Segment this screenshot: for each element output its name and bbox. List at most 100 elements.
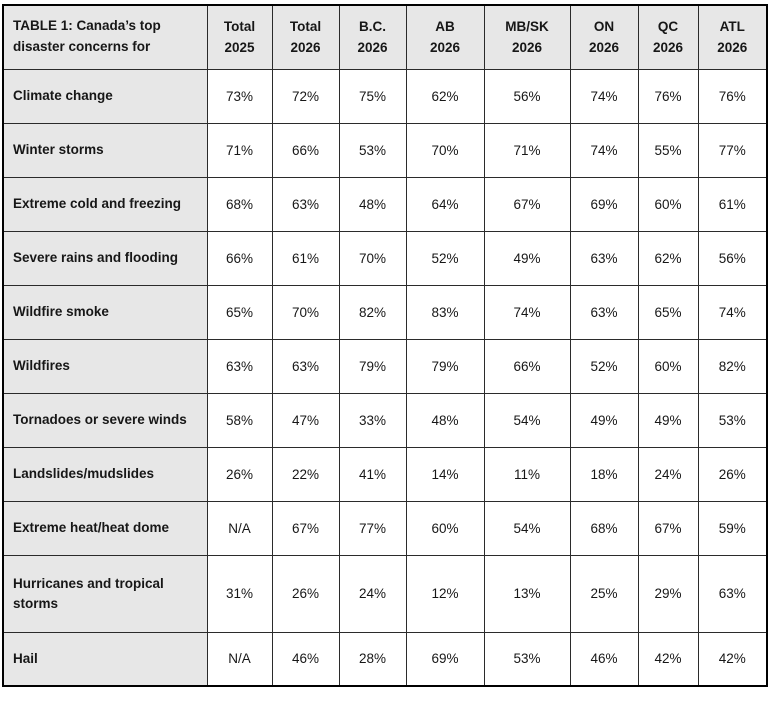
row-label: Landslides/mudslides (2, 446, 208, 502)
value-cell-mbsk-2026: 49% (483, 230, 571, 286)
value-cell-qc-2026: 62% (637, 230, 699, 286)
value-cell-total-2026: 61% (271, 230, 340, 286)
value-cell-total-2025: 68% (206, 176, 273, 232)
row-label: Hurricanes and tropical storms (2, 554, 208, 633)
value-cell-bc-2026: 75% (338, 68, 407, 124)
value-cell-qc-2026: 24% (637, 446, 699, 502)
row-label: Tornadoes or severe winds (2, 392, 208, 448)
table-row: Wildfires 63% 63% 79% 79% 66% 52% 60% 82… (2, 338, 768, 394)
value-cell-mbsk-2026: 54% (483, 500, 571, 556)
row-label: Winter storms (2, 122, 208, 178)
value-cell-on-2026: 63% (569, 284, 639, 340)
value-cell-qc-2026: 76% (637, 68, 699, 124)
value-cell-mbsk-2026: 67% (483, 176, 571, 232)
value-cell-total-2025: 65% (206, 284, 273, 340)
value-cell-total-2025: 26% (206, 446, 273, 502)
value-cell-ab-2026: 52% (405, 230, 485, 286)
row-label: Climate change (2, 68, 208, 124)
value-cell-total-2026: 47% (271, 392, 340, 448)
value-cell-ab-2026: 69% (405, 631, 485, 687)
value-cell-total-2026: 67% (271, 500, 340, 556)
value-cell-on-2026: 46% (569, 631, 639, 687)
column-header-qc-2026: QC 2026 (637, 4, 699, 70)
value-cell-total-2026: 66% (271, 122, 340, 178)
value-cell-ab-2026: 62% (405, 68, 485, 124)
value-cell-on-2026: 69% (569, 176, 639, 232)
row-label: Wildfire smoke (2, 284, 208, 340)
disaster-concerns-table: TABLE 1: Canada’s top disaster concerns … (2, 4, 768, 687)
value-cell-bc-2026: 53% (338, 122, 407, 178)
value-cell-qc-2026: 29% (637, 554, 699, 633)
value-cell-ab-2026: 70% (405, 122, 485, 178)
column-header-bc-2026: B.C. 2026 (338, 4, 407, 70)
value-cell-qc-2026: 42% (637, 631, 699, 687)
value-cell-mbsk-2026: 71% (483, 122, 571, 178)
value-cell-mbsk-2026: 66% (483, 338, 571, 394)
value-cell-atl-2026: 63% (697, 554, 768, 633)
value-cell-mbsk-2026: 53% (483, 631, 571, 687)
value-cell-bc-2026: 79% (338, 338, 407, 394)
value-cell-atl-2026: 74% (697, 284, 768, 340)
value-cell-bc-2026: 82% (338, 284, 407, 340)
row-label: Severe rains and flooding (2, 230, 208, 286)
value-cell-mbsk-2026: 11% (483, 446, 571, 502)
table-row: Winter storms 71% 66% 53% 70% 71% 74% 55… (2, 122, 768, 178)
value-cell-ab-2026: 12% (405, 554, 485, 633)
row-label: Hail (2, 631, 208, 687)
value-cell-atl-2026: 82% (697, 338, 768, 394)
value-cell-qc-2026: 60% (637, 338, 699, 394)
table-row: Extreme cold and freezing 68% 63% 48% 64… (2, 176, 768, 232)
value-cell-atl-2026: 53% (697, 392, 768, 448)
value-cell-total-2025: 58% (206, 392, 273, 448)
value-cell-bc-2026: 28% (338, 631, 407, 687)
value-cell-total-2025: 31% (206, 554, 273, 633)
value-cell-qc-2026: 60% (637, 176, 699, 232)
value-cell-qc-2026: 49% (637, 392, 699, 448)
value-cell-total-2026: 26% (271, 554, 340, 633)
value-cell-qc-2026: 65% (637, 284, 699, 340)
value-cell-atl-2026: 61% (697, 176, 768, 232)
value-cell-ab-2026: 83% (405, 284, 485, 340)
table-row: Extreme heat/heat dome N/A 67% 77% 60% 5… (2, 500, 768, 556)
value-cell-bc-2026: 70% (338, 230, 407, 286)
value-cell-on-2026: 52% (569, 338, 639, 394)
value-cell-bc-2026: 48% (338, 176, 407, 232)
value-cell-mbsk-2026: 54% (483, 392, 571, 448)
value-cell-mbsk-2026: 74% (483, 284, 571, 340)
value-cell-on-2026: 18% (569, 446, 639, 502)
value-cell-bc-2026: 24% (338, 554, 407, 633)
column-header-total-2025: Total 2025 (206, 4, 273, 70)
value-cell-total-2025: 73% (206, 68, 273, 124)
table-row: Climate change 73% 72% 75% 62% 56% 74% 7… (2, 68, 768, 124)
value-cell-total-2025: N/A (206, 500, 273, 556)
value-cell-ab-2026: 14% (405, 446, 485, 502)
row-label: Extreme heat/heat dome (2, 500, 208, 556)
column-header-mbsk-2026: MB/SK 2026 (483, 4, 571, 70)
value-cell-total-2025: 71% (206, 122, 273, 178)
value-cell-total-2026: 70% (271, 284, 340, 340)
column-header-total-2026: Total 2026 (271, 4, 340, 70)
table-body: Climate change 73% 72% 75% 62% 56% 74% 7… (2, 68, 768, 687)
value-cell-mbsk-2026: 13% (483, 554, 571, 633)
value-cell-atl-2026: 42% (697, 631, 768, 687)
value-cell-on-2026: 74% (569, 68, 639, 124)
value-cell-ab-2026: 48% (405, 392, 485, 448)
value-cell-mbsk-2026: 56% (483, 68, 571, 124)
value-cell-on-2026: 74% (569, 122, 639, 178)
value-cell-total-2026: 72% (271, 68, 340, 124)
value-cell-total-2026: 63% (271, 176, 340, 232)
table-row: Landslides/mudslides 26% 22% 41% 14% 11%… (2, 446, 768, 502)
table-title: TABLE 1: Canada’s top disaster concerns … (2, 4, 208, 70)
value-cell-total-2025: 66% (206, 230, 273, 286)
column-header-atl-2026: ATL 2026 (697, 4, 768, 70)
value-cell-atl-2026: 26% (697, 446, 768, 502)
table-row: Tornadoes or severe winds 58% 47% 33% 48… (2, 392, 768, 448)
value-cell-on-2026: 68% (569, 500, 639, 556)
header-row: TABLE 1: Canada’s top disaster concerns … (2, 4, 768, 70)
value-cell-on-2026: 49% (569, 392, 639, 448)
value-cell-bc-2026: 41% (338, 446, 407, 502)
value-cell-bc-2026: 33% (338, 392, 407, 448)
value-cell-on-2026: 63% (569, 230, 639, 286)
row-label: Extreme cold and freezing (2, 176, 208, 232)
value-cell-total-2026: 22% (271, 446, 340, 502)
